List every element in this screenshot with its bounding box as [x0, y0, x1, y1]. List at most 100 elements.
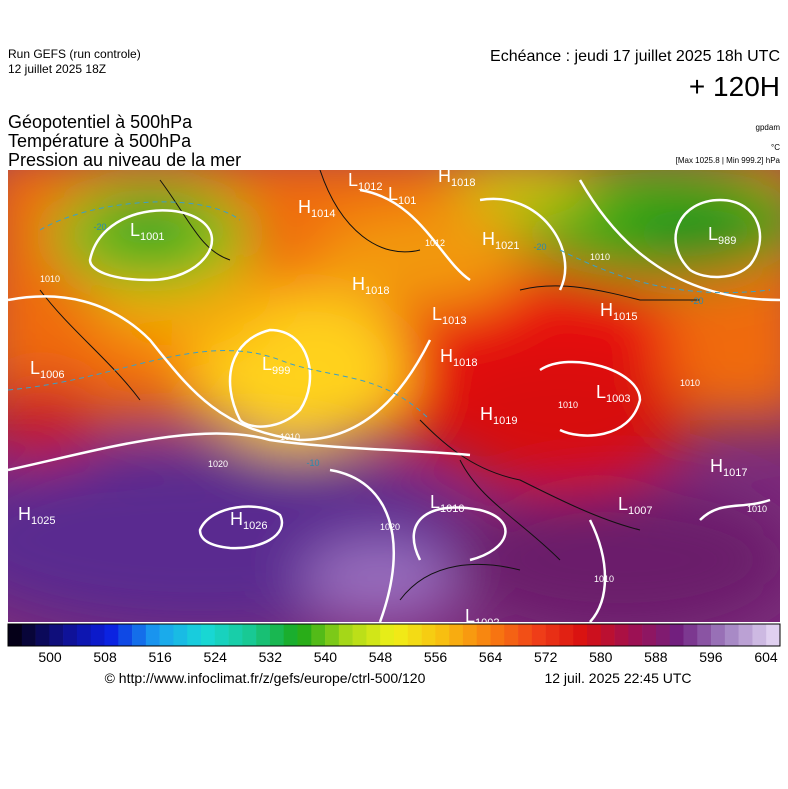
pressure-center: L1007	[618, 494, 653, 517]
title: Pression au niveau de la mer	[8, 150, 241, 170]
center-value: 1010	[440, 503, 464, 515]
center-value: 1025	[31, 515, 55, 527]
center-value: 1018	[453, 357, 477, 369]
colorbar-swatch	[600, 624, 615, 646]
colorbar-swatch	[518, 624, 533, 646]
colorbar-frame	[7, 623, 781, 647]
center-type: L	[432, 304, 442, 324]
colorbar-swatch	[76, 624, 92, 646]
colorbar-swatch	[283, 624, 298, 646]
colorbar-tick-label: 532	[259, 649, 283, 665]
colorbar-swatch	[476, 624, 491, 646]
center-value: 1018	[365, 285, 389, 297]
center-value: 1017	[723, 467, 747, 479]
unit: gpdam	[756, 123, 781, 132]
colorbar-tick-label: 564	[479, 649, 503, 665]
colorbar-swatch	[490, 624, 505, 646]
center-type: L	[708, 224, 718, 244]
pressure-center: L1001	[130, 220, 165, 243]
colorbar-swatch	[8, 624, 23, 646]
center-type: H	[480, 404, 493, 424]
colorbar-swatch	[242, 624, 257, 646]
colorbar-swatch	[573, 624, 588, 646]
timestamp: 12 juil. 2025 22:45 UTC	[544, 670, 691, 686]
isobar-label: -20	[533, 242, 546, 252]
title: Géopotentiel à 500hPa	[8, 112, 193, 132]
center-value: 1007	[628, 505, 652, 517]
center-type: H	[710, 456, 723, 476]
center-type: H	[230, 509, 243, 529]
echeance: Echéance : jeudi 17 juillet 2025 18h UTC	[490, 48, 780, 65]
colorbar-swatch	[711, 624, 726, 646]
pressure-center: L1010	[430, 492, 465, 515]
isobar-label: 1020	[380, 522, 400, 532]
pressure-center: H1015	[600, 300, 637, 323]
isobar-label: 1010	[594, 574, 614, 584]
colorbar-swatch	[159, 624, 174, 646]
colorbar-swatch	[145, 624, 160, 646]
colorbar-swatch	[90, 624, 105, 646]
pressure-center: L101	[388, 184, 416, 207]
center-value: 1001	[140, 231, 164, 243]
isobar-label: 1010	[680, 378, 700, 388]
colorbar-swatch	[35, 624, 50, 646]
colorbar-swatch	[449, 624, 464, 646]
colorbar-swatch	[104, 624, 119, 646]
isobar-label: -20	[93, 222, 106, 232]
lead-time: + 120H	[689, 71, 780, 102]
colorbar-swatch	[462, 624, 478, 646]
colorbar-swatch	[766, 624, 781, 646]
pressure-center: H1017	[710, 456, 747, 479]
colorbar-swatch	[683, 624, 698, 646]
colorbar-swatch	[173, 624, 188, 646]
colorbar-tick-label: 572	[534, 649, 558, 665]
colorbar-swatch	[325, 624, 340, 646]
colorbar-swatch	[228, 624, 243, 646]
pressure-center: H1025	[18, 504, 55, 527]
center-type: H	[438, 166, 451, 186]
colorbar-tick-label: 540	[314, 649, 338, 665]
center-value: 1026	[243, 520, 267, 532]
center-value: 1012	[358, 181, 382, 193]
center-value: 1021	[495, 240, 519, 252]
pressure-center: L1013	[432, 304, 467, 327]
colorbar-tick-label: 508	[93, 649, 117, 665]
colorbar-tick-label: 548	[369, 649, 393, 665]
center-value: 101	[398, 195, 416, 207]
pressure-center: L999	[262, 354, 290, 377]
pressure-center: H1014	[298, 197, 335, 220]
colorbar-swatch	[421, 624, 436, 646]
colorbar-swatch	[697, 624, 712, 646]
isobar-label: 1010	[40, 274, 60, 284]
center-type: L	[262, 354, 272, 374]
center-value: 1015	[613, 311, 637, 323]
pressure-center: H1018	[352, 274, 389, 297]
colorbar-swatch	[311, 624, 326, 646]
colorbar-swatch	[380, 624, 395, 646]
colorbar-swatch	[504, 624, 519, 646]
isobar-label: 1020	[208, 459, 228, 469]
pressure-center: L1006	[30, 358, 65, 381]
center-value: 1013	[442, 315, 466, 327]
center-type: H	[18, 504, 31, 524]
pressure-center: L989	[708, 224, 736, 247]
colorbar-swatch	[628, 624, 643, 646]
title: Température à 500hPa	[8, 131, 192, 151]
colorbar-swatch	[366, 624, 381, 646]
colorbar-swatch	[559, 624, 574, 646]
isobar-label: 1010	[558, 400, 578, 410]
colorbar-swatch	[669, 624, 684, 646]
colorbar-swatch	[407, 624, 422, 646]
colorbar-swatch	[724, 624, 739, 646]
pressure-center: H1018	[440, 346, 477, 369]
colorbar-tick-label: 596	[699, 649, 723, 665]
colorbar-swatch	[297, 624, 312, 646]
center-type: H	[600, 300, 613, 320]
colorbar-tick-label: 516	[148, 649, 172, 665]
colorbar-tick-label: 524	[204, 649, 228, 665]
center-type: L	[430, 492, 440, 512]
colorbar-swatch	[435, 624, 450, 646]
center-value: 989	[718, 235, 736, 247]
colorbar-swatch	[642, 624, 657, 646]
